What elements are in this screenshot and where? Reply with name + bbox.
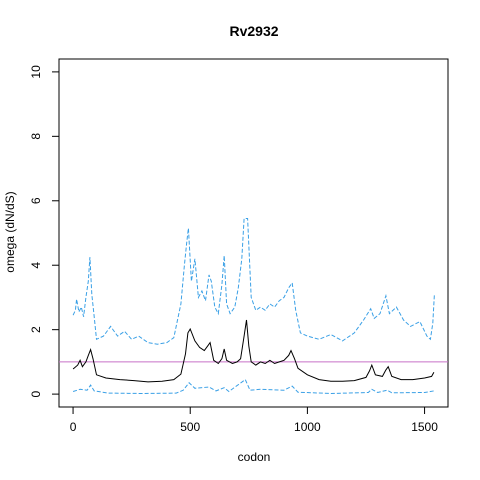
series-line-2 <box>72 378 434 395</box>
y-tick-label: 4 <box>29 262 43 269</box>
x-tick-label: 0 <box>70 420 77 434</box>
x-tick-label: 1000 <box>294 420 321 434</box>
plot-frame <box>58 58 449 408</box>
series-line-1 <box>72 218 435 345</box>
y-tick-label: 2 <box>29 326 43 333</box>
y-tick-label: 6 <box>29 197 43 204</box>
y-tick-label: 8 <box>29 133 43 140</box>
x-tick-label: 1500 <box>411 420 438 434</box>
series-layer <box>59 218 448 395</box>
x-axis-label: codon <box>238 450 271 464</box>
y-axis-label: omega (dN/dS) <box>3 191 17 272</box>
chart-title: Rv2932 <box>229 23 278 39</box>
axes: 0 500 1000 1500 0 2 4 6 8 10 <box>29 65 438 434</box>
x-tick-label: 500 <box>180 420 200 434</box>
y-tick-label: 10 <box>29 65 43 79</box>
y-tick-label: 0 <box>29 390 43 397</box>
series-line-0 <box>72 319 435 383</box>
